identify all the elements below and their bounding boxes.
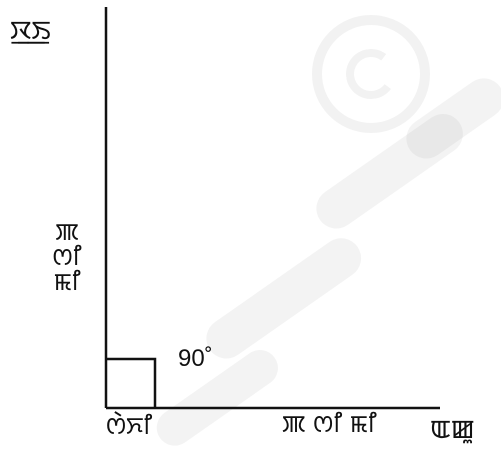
y-axis-label: ꯋ꯭ꯏ — [10, 16, 51, 46]
angle-label: 90˚ — [178, 345, 213, 372]
x-side-label: ꯄ ꯁꯤ ꯃꯤ — [282, 410, 377, 438]
y-side-label: ꯄ ꯁꯤ ꯃꯤ — [52, 218, 82, 297]
origin-label: ꯁꯥꯈꯤ — [106, 412, 153, 440]
x-axis-label: ꯑꯀꯨ — [430, 415, 475, 445]
right-angle-marker — [106, 357, 157, 408]
